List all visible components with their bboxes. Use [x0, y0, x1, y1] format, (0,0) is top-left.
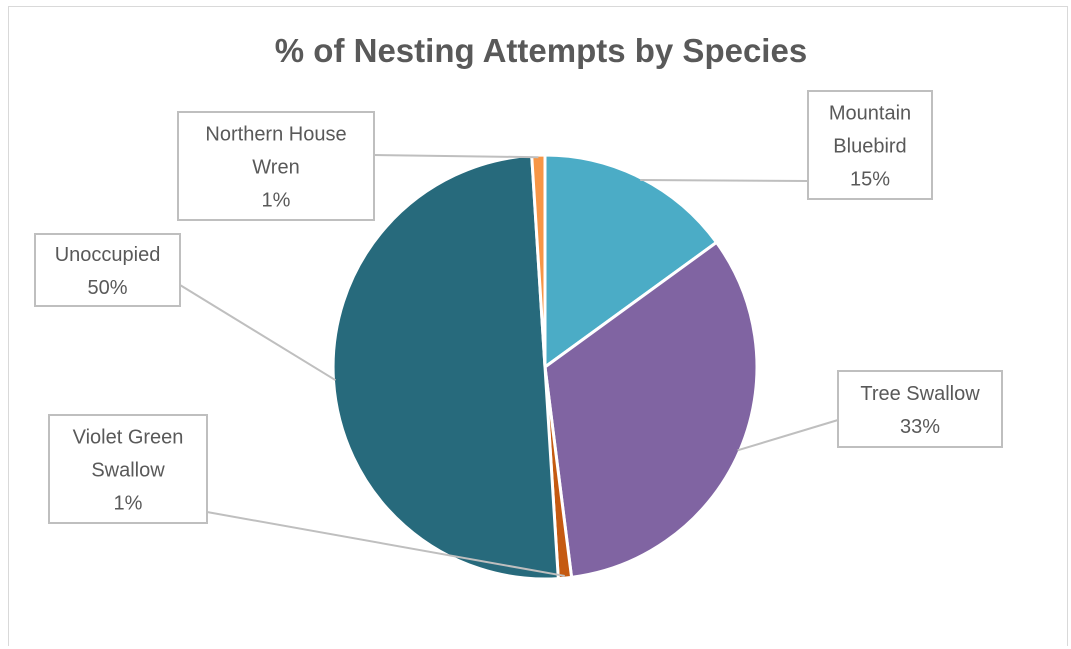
data-label-category: Bluebird	[833, 136, 906, 158]
data-label-box	[34, 233, 181, 307]
data-label-category: Violet Green	[73, 427, 184, 449]
chart-title: % of Nesting Attempts by Species	[274, 32, 808, 69]
data-label-category: Wren	[252, 157, 299, 179]
data-label-category: Unoccupied	[55, 244, 161, 266]
leader-line	[640, 178, 809, 182]
data-label-percent: 50%	[87, 277, 127, 299]
pie-slice	[331, 153, 560, 581]
leader-line	[737, 419, 839, 452]
pie-slice	[530, 153, 547, 368]
data-label-box	[807, 90, 933, 200]
data-label-category: Northern House	[205, 124, 346, 146]
leader-line	[179, 284, 337, 382]
data-label-percent: 1%	[114, 493, 143, 515]
pie-slice	[543, 240, 759, 580]
data-label-box	[837, 370, 1003, 448]
data-label-category: Mountain	[829, 103, 911, 125]
data-label-percent: 15%	[850, 169, 890, 191]
data-label-category: Swallow	[91, 460, 165, 482]
data-label-category: Tree Swallow	[860, 383, 980, 405]
data-label-percent: 33%	[900, 416, 940, 438]
data-label-percent: 1%	[262, 190, 291, 212]
chart-frame	[8, 6, 1068, 646]
leader-line	[206, 511, 565, 577]
data-label-box	[48, 414, 208, 524]
pie-slice	[543, 153, 719, 370]
data-label-box	[177, 111, 375, 221]
leader-line	[373, 154, 539, 159]
